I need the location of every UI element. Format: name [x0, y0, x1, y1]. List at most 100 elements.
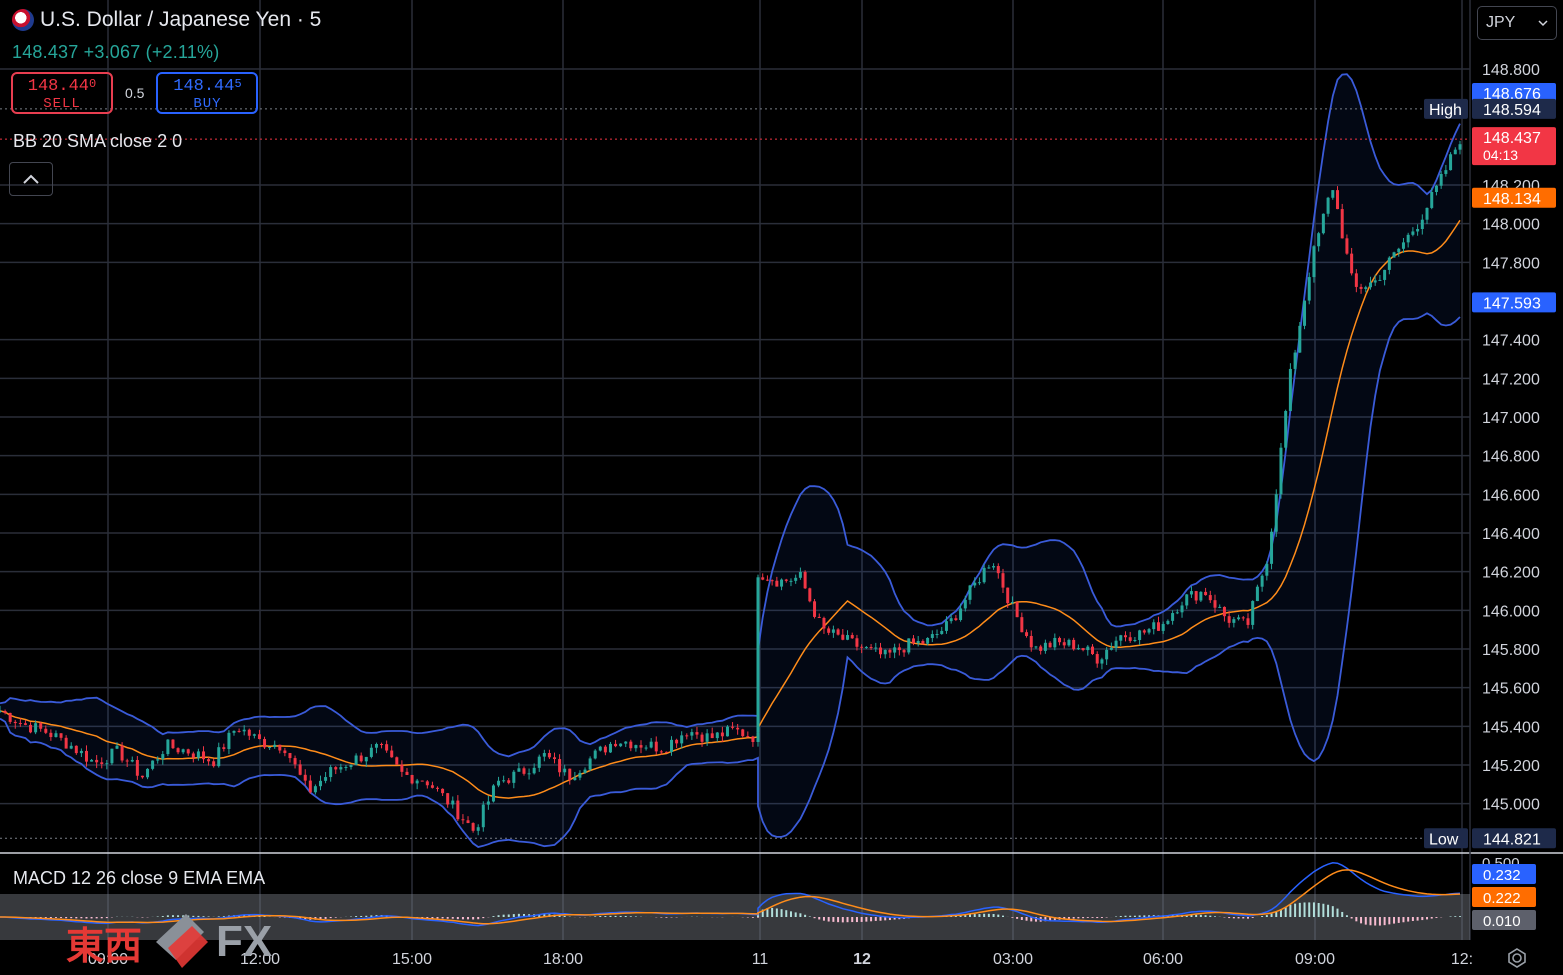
candle-body	[841, 634, 845, 640]
price-badge	[1472, 292, 1556, 313]
macd-indicator-label[interactable]: MACD 12 26 close 9 EMA EMA	[13, 868, 266, 888]
bb-indicator-label[interactable]: BB 20 SMA close 2 0	[13, 131, 183, 151]
candle-body	[921, 641, 925, 644]
candle-body	[105, 763, 109, 765]
candle-body	[171, 739, 175, 749]
candle-body	[1288, 368, 1292, 412]
candle-body	[18, 723, 22, 725]
candle-body	[813, 601, 817, 617]
candle-body	[110, 748, 114, 764]
candle-body	[1368, 282, 1372, 288]
candle-body	[659, 751, 663, 753]
candle-body	[369, 747, 373, 757]
candle-body	[1307, 277, 1311, 301]
candle-body	[1001, 573, 1005, 588]
candle-body	[390, 750, 394, 758]
candle-body	[831, 629, 835, 633]
candle-body	[883, 649, 887, 655]
candle-body	[430, 785, 434, 788]
candle-body	[715, 732, 719, 739]
collapse-indicators-button[interactable]	[9, 162, 53, 196]
candle-body	[1133, 640, 1137, 642]
candle-body	[79, 750, 83, 754]
sell-button[interactable]: 148.440 SELL	[11, 72, 113, 114]
candle-body	[568, 768, 572, 781]
candle-body	[822, 617, 826, 629]
candle-body	[1340, 209, 1344, 239]
candle-body	[619, 743, 623, 747]
candle-body	[222, 747, 226, 750]
candle-body	[1411, 231, 1415, 235]
candle-body	[1152, 622, 1156, 630]
candle-body	[547, 753, 551, 758]
settings-gear-icon[interactable]	[1505, 946, 1529, 970]
candle-body	[1072, 639, 1076, 650]
candle-body	[911, 638, 915, 644]
candle-body	[59, 733, 63, 738]
candle-body	[869, 646, 873, 648]
candle-body	[512, 771, 516, 783]
macd-badge	[1472, 910, 1536, 930]
bb-upper-line	[0, 73, 1461, 758]
candle-body	[1100, 659, 1104, 664]
candle-body	[1218, 606, 1222, 608]
candle-body	[1043, 642, 1047, 651]
candle-body	[1175, 612, 1179, 614]
candle-body	[364, 756, 368, 762]
candle-body	[120, 745, 124, 761]
candle-body	[1199, 591, 1203, 601]
candle-body	[441, 788, 445, 794]
candle-body	[517, 768, 521, 772]
candle-body	[135, 759, 139, 776]
candle-body	[850, 635, 854, 639]
candle-body	[1128, 637, 1132, 641]
candle-body	[436, 787, 440, 789]
candle-body	[522, 768, 526, 774]
candle-body	[507, 780, 511, 783]
candle-body	[115, 745, 119, 749]
x-axis-bg	[0, 940, 1563, 975]
candle-body	[252, 734, 256, 736]
candle-body	[977, 582, 981, 584]
candle-body	[191, 753, 195, 758]
candle-body	[476, 827, 480, 831]
candle-body	[400, 764, 404, 772]
candle-body	[1345, 238, 1349, 254]
candle-body	[553, 757, 557, 760]
candle-body	[64, 737, 68, 749]
price-badge	[1472, 82, 1556, 103]
candle-body	[90, 759, 94, 762]
buy-price-small: 5	[234, 77, 242, 91]
candle-body	[29, 724, 33, 733]
candle-body	[1439, 173, 1443, 186]
candle-body	[583, 769, 587, 773]
candle-body	[130, 759, 134, 762]
y-tick-label: 148.800	[1482, 62, 1540, 79]
candle-body	[1185, 594, 1189, 606]
candle-body	[789, 580, 793, 582]
candle-body	[186, 749, 190, 754]
candle-body	[827, 628, 831, 633]
symbol-title[interactable]: U.S. Dollar / Japanese Yen · 5	[40, 8, 322, 31]
candle-body	[770, 580, 774, 582]
x-tick-label: 12:00	[240, 951, 280, 968]
y-tick-label: 146.800	[1482, 449, 1540, 466]
candle-body	[1326, 197, 1330, 214]
x-tick-label: 18:00	[543, 951, 583, 968]
candle-body	[181, 749, 185, 753]
candle-body	[268, 747, 272, 749]
candle-body	[1039, 646, 1043, 651]
candle-body	[1284, 411, 1288, 448]
candle-body	[491, 785, 495, 802]
candle-body	[798, 571, 802, 578]
buy-button[interactable]: 148.445 BUY	[156, 72, 259, 114]
candle-body	[334, 767, 338, 770]
candle-body	[283, 750, 287, 754]
currency-select[interactable]: JPY	[1477, 6, 1557, 40]
candle-body	[608, 743, 612, 753]
candle-body	[1006, 587, 1010, 604]
candle-body	[1048, 642, 1052, 648]
candle-body	[84, 750, 88, 762]
candle-body	[456, 800, 460, 820]
